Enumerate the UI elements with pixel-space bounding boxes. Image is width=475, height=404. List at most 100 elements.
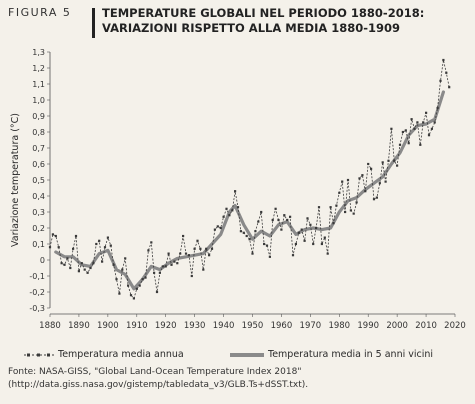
annual-point <box>213 228 216 231</box>
annual-point <box>106 236 109 239</box>
annual-point <box>436 106 439 110</box>
annual-point <box>193 247 196 250</box>
annual-point <box>323 236 326 239</box>
annual-point <box>320 242 323 246</box>
annual-point <box>254 230 257 233</box>
annual-point <box>112 263 115 266</box>
annual-point <box>289 215 292 218</box>
x-tick-label: 1910 <box>126 321 148 331</box>
annual-point <box>355 201 358 204</box>
annual-point <box>190 274 193 278</box>
annual-point <box>274 207 277 210</box>
annual-point <box>92 262 95 265</box>
annual-point <box>410 118 413 121</box>
annual-point <box>176 262 179 265</box>
annual-point <box>248 238 251 241</box>
legend-swatch-annual <box>24 353 54 356</box>
chart-title: TEMPERATURE GLOBALI NEL PERIODO 1880-201… <box>102 6 462 36</box>
annual-point <box>138 284 141 287</box>
x-tick-label: 1980 <box>328 321 350 331</box>
annual-point <box>384 180 387 183</box>
annual-point <box>63 263 66 266</box>
annual-point <box>401 130 404 134</box>
x-tick-label: 1990 <box>357 321 379 331</box>
annual-point <box>129 294 133 297</box>
annual-point <box>66 257 69 260</box>
annual-point <box>358 177 361 180</box>
y-tick-label: -0,2 <box>29 288 45 297</box>
annual-point <box>164 265 167 268</box>
annual-point <box>335 204 338 207</box>
annual-point <box>109 244 112 247</box>
x-tick-label: 2010 <box>415 321 437 331</box>
annual-line <box>49 59 450 300</box>
annual-point <box>179 252 182 255</box>
annual-point <box>150 241 153 244</box>
chart-legend: Temperatura media annua Temperatura medi… <box>10 349 470 363</box>
y-tick-label: -0,3 <box>29 304 45 313</box>
annual-point <box>407 142 410 145</box>
annual-point <box>396 164 399 167</box>
y-tick-label: 0,8 <box>32 128 45 137</box>
y-tick-label: 0,3 <box>32 208 45 217</box>
annual-point <box>338 191 341 194</box>
y-axis-label-group: Variazione temperatura (°C) <box>10 113 21 247</box>
annual-point <box>196 239 199 242</box>
annual-point <box>115 278 118 281</box>
annual-point <box>118 292 121 295</box>
annual-point <box>257 220 260 223</box>
annual-point <box>378 182 381 185</box>
annual-point <box>291 254 295 257</box>
smooth-line <box>54 90 445 291</box>
annual-point <box>127 284 130 287</box>
annual-point <box>442 58 445 62</box>
annual-point <box>427 134 431 137</box>
annual-point <box>306 217 309 220</box>
temperature-chart: -0,3 -0,2 -0,1 0 0,1 0,2 0,3 0,4 0,5 0,6 0,7 0,8 0,9… <box>10 48 466 331</box>
legend-item-smooth: Temperatura media in 5 anni vicini <box>230 349 433 360</box>
x-tick-label: 1970 <box>300 321 322 331</box>
annual-point <box>184 252 188 255</box>
annual-point <box>103 246 107 249</box>
annual-point <box>83 268 86 271</box>
y-tick-label: 1,3 <box>32 48 45 57</box>
y-tick-label: 0,1 <box>32 240 45 249</box>
annual-point <box>219 226 222 230</box>
annual-point <box>205 247 208 250</box>
x-tick-label: 1940 <box>213 321 235 331</box>
annual-point <box>234 190 237 193</box>
annual-point <box>271 218 274 222</box>
y-tick-label: 1,0 <box>32 96 45 105</box>
y-tick-label: 0 <box>40 256 45 265</box>
x-tick-label: 1930 <box>184 321 206 331</box>
annual-point <box>416 121 419 124</box>
annual-point <box>352 212 355 215</box>
annual-point <box>216 225 219 228</box>
annual-point <box>283 214 286 217</box>
source-note: Fonte: NASA-GISS, "Global Land-Ocean Tem… <box>8 367 309 390</box>
y-tick-label: 1,1 <box>32 80 45 89</box>
series-smooth <box>54 90 445 291</box>
annual-point <box>332 222 335 225</box>
x-tick-label: 1950 <box>242 321 264 331</box>
chart-axes: -0,3 -0,2 -0,1 0 0,1 0,2 0,3 0,4 0,5 0,6 0,7 0,8 0,9… <box>29 48 465 331</box>
annual-point <box>341 180 344 183</box>
x-tick-label: 1920 <box>155 321 177 331</box>
annual-point <box>182 234 185 238</box>
annual-point <box>361 174 364 177</box>
annual-point <box>387 159 390 162</box>
annual-point <box>158 271 161 274</box>
annual-point <box>236 206 240 209</box>
annual-point <box>439 79 442 82</box>
annual-point <box>210 247 214 250</box>
annual-point <box>430 127 433 130</box>
legend-label-smooth: Temperatura media in 5 anni vicini <box>268 349 434 360</box>
x-tick-label: 2020 <box>444 321 466 331</box>
annual-point <box>124 257 127 260</box>
annual-point <box>98 239 101 242</box>
annual-point <box>60 262 63 265</box>
x-tick-label: 1900 <box>97 321 119 331</box>
y-axis-label: Variazione temperatura (°C) <box>10 113 21 247</box>
annual-point <box>80 262 83 265</box>
annual-point <box>286 218 289 222</box>
